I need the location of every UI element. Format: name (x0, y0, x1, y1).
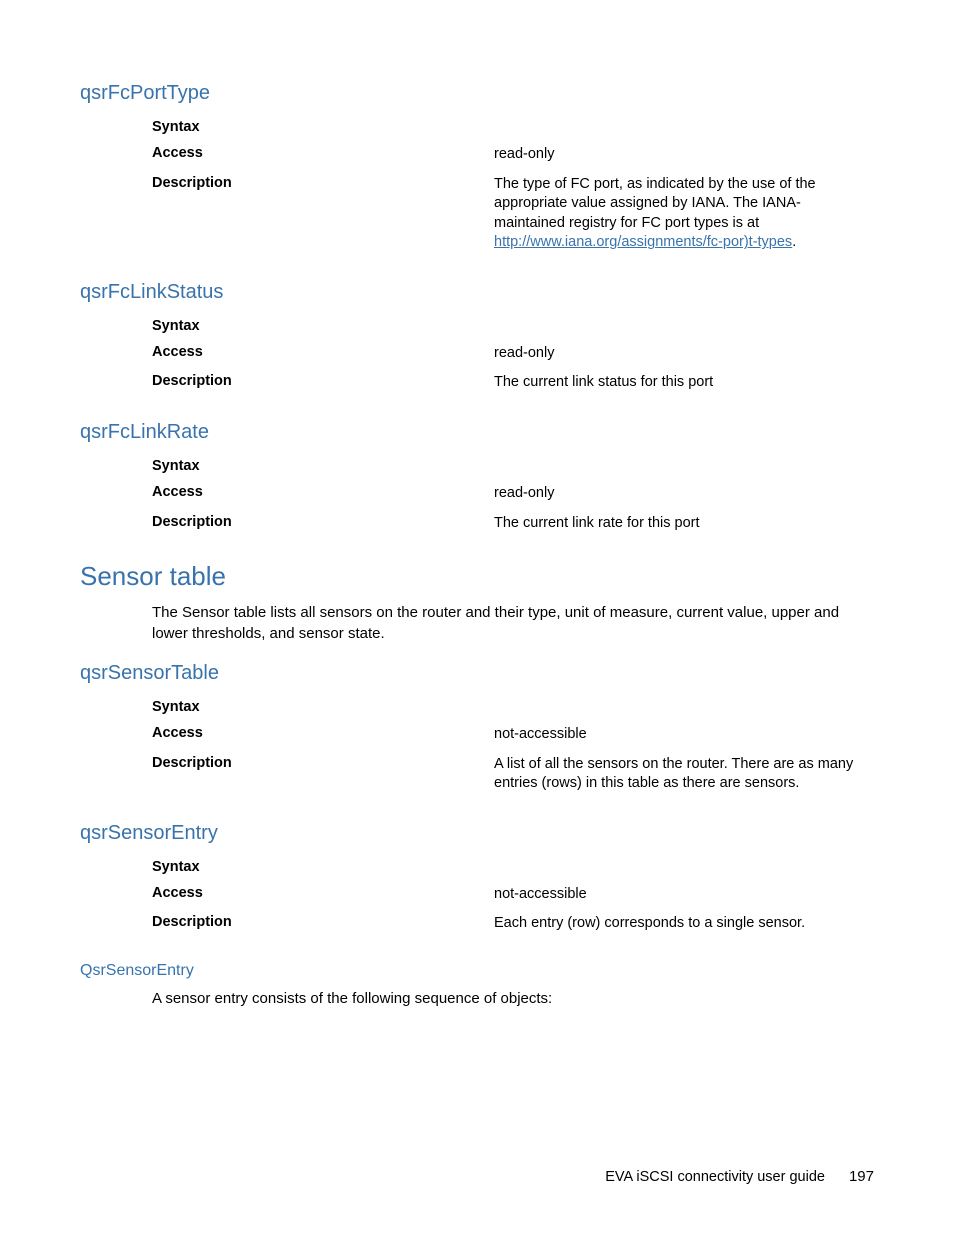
row-syntax: Syntax (152, 318, 874, 334)
row-description: Description The current link status for … (152, 373, 874, 393)
value-access: not-accessible (494, 885, 587, 905)
value-description: The current link rate for this port (494, 514, 700, 534)
label-access: Access (152, 484, 494, 500)
row-access: Access read-only (152, 344, 874, 364)
row-description: Description The current link rate for th… (152, 514, 874, 534)
desc-prefix: The type of FC port, as indicated by the… (494, 176, 816, 231)
prop-table-qsrsensorentry: Syntax Access not-accessible Description… (152, 859, 874, 934)
heading-qsrsensorentry: qsrSensorEntry (80, 822, 874, 845)
row-access: Access read-only (152, 145, 874, 165)
value-access: read-only (494, 484, 554, 504)
label-access: Access (152, 725, 494, 741)
sensor-table-body: The Sensor table lists all sensors on th… (152, 602, 852, 644)
label-description: Description (152, 514, 494, 530)
prop-table-qsrfclinkstatus: Syntax Access read-only Description The … (152, 318, 874, 393)
prop-table-qsrfcporttype: Syntax Access read-only Description The … (152, 119, 874, 253)
iana-link[interactable]: http://www.iana.org/assignments/fc-por)t… (494, 234, 792, 250)
label-syntax: Syntax (152, 119, 494, 135)
value-access: read-only (494, 145, 554, 165)
label-description: Description (152, 373, 494, 389)
label-access: Access (152, 344, 494, 360)
footer-page-number: 197 (849, 1168, 874, 1185)
row-access: Access read-only (152, 484, 874, 504)
value-description: Each entry (row) corresponds to a single… (494, 914, 805, 934)
desc-suffix: . (792, 234, 796, 250)
label-access: Access (152, 145, 494, 161)
label-syntax: Syntax (152, 318, 494, 334)
heading-qsrsensortable: qsrSensorTable (80, 662, 874, 685)
QsrSensorEntry-body: A sensor entry consists of the following… (152, 988, 852, 1009)
footer-guide-title: EVA iSCSI connectivity user guide (605, 1169, 825, 1185)
label-description: Description (152, 175, 494, 191)
label-syntax: Syntax (152, 458, 494, 474)
value-description: The type of FC port, as indicated by the… (494, 175, 864, 253)
label-syntax: Syntax (152, 859, 494, 875)
heading-qsrfcporttype: qsrFcPortType (80, 82, 874, 105)
row-access: Access not-accessible (152, 885, 874, 905)
document-page: qsrFcPortType Syntax Access read-only De… (0, 0, 954, 1009)
label-access: Access (152, 885, 494, 901)
value-description: The current link status for this port (494, 373, 713, 393)
label-syntax: Syntax (152, 699, 494, 715)
row-syntax: Syntax (152, 119, 874, 135)
heading-qsrfclinkstatus: qsrFcLinkStatus (80, 281, 874, 304)
heading-sensor-table: Sensor table (80, 561, 874, 592)
page-footer: EVA iSCSI connectivity user guide 197 (605, 1168, 874, 1185)
value-access: not-accessible (494, 725, 587, 745)
prop-table-qsrsensortable: Syntax Access not-accessible Description… (152, 699, 874, 794)
row-description: Description Each entry (row) corresponds… (152, 914, 874, 934)
value-access: read-only (494, 344, 554, 364)
row-description: Description A list of all the sensors on… (152, 755, 874, 794)
row-syntax: Syntax (152, 699, 874, 715)
row-access: Access not-accessible (152, 725, 874, 745)
heading-QsrSensorEntry: QsrSensorEntry (80, 962, 874, 980)
label-description: Description (152, 755, 494, 771)
label-description: Description (152, 914, 494, 930)
row-syntax: Syntax (152, 859, 874, 875)
row-syntax: Syntax (152, 458, 874, 474)
value-description: A list of all the sensors on the router.… (494, 755, 864, 794)
prop-table-qsrfclinkrate: Syntax Access read-only Description The … (152, 458, 874, 533)
heading-qsrfclinkrate: qsrFcLinkRate (80, 421, 874, 444)
row-description: Description The type of FC port, as indi… (152, 175, 874, 253)
